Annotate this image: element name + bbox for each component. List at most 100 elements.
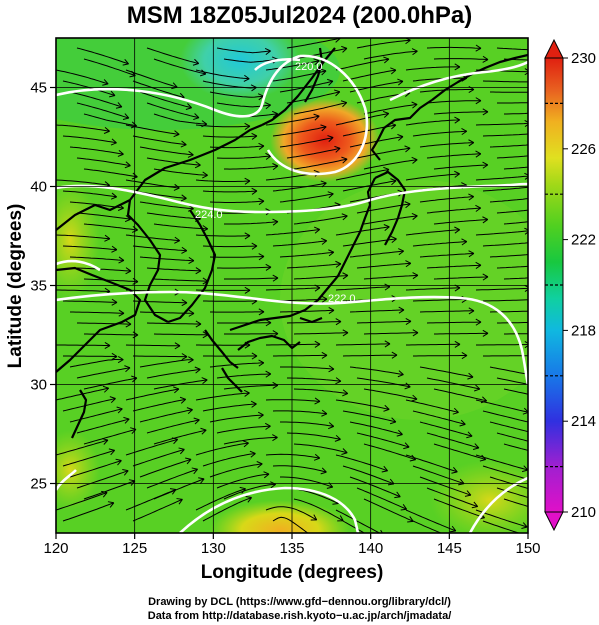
streamline [209,362,264,368]
streamline-arrowhead [250,400,257,408]
streamline [153,429,207,445]
streamline [426,377,481,390]
credit-data-source: Data from http://database.rish.kyoto−u.a… [147,610,452,622]
streamline-arrowhead [108,448,116,456]
streamline [419,196,474,203]
streamline [349,309,405,313]
streamline [433,58,489,61]
streamline [132,135,187,146]
streamline [335,343,390,346]
streamline-arrowhead [454,340,461,348]
streamline-arrowhead [528,533,534,539]
streamline [433,388,487,402]
streamline-arrowhead [530,420,536,426]
streamline [132,398,186,412]
streamline [265,115,320,126]
colorbar-tick-label: 222 [571,232,596,249]
streamline-arrowhead [174,236,180,244]
streamline-arrowhead [104,234,111,242]
streamline [405,509,456,532]
streamline [496,209,528,214]
streamline-arrowhead [188,256,195,264]
streamline [286,432,341,440]
streamline [69,91,123,108]
streamline-arrowhead [452,407,459,415]
streamline-arrowhead [195,320,202,328]
streamline [139,458,192,478]
streamline-arrowhead [117,149,124,157]
streamline-arrowhead [396,429,403,437]
streamline [405,119,460,126]
streamline-arrowhead [334,434,341,442]
streamline [419,310,474,313]
streamline [504,112,528,115]
streamline-arrowhead [251,352,258,360]
streamline [426,153,481,159]
streamline [69,146,124,155]
streamline-arrowhead [397,78,404,86]
streamline-arrowhead [383,404,390,412]
streamline [482,299,528,302]
streamline [503,221,528,225]
colorbar-tick-label: 230 [571,50,596,67]
streamline [76,47,129,65]
streamline-arrowhead [341,448,348,455]
streamline [419,421,473,437]
streamline-arrowhead [390,178,397,186]
streamline-arrowhead [115,102,123,109]
streamline [286,91,340,104]
streamline [56,289,111,292]
streamline [209,414,264,423]
streamline-arrowhead [334,145,341,153]
streamline-arrowhead [124,365,131,373]
streamline-arrowhead [521,465,528,473]
streamline-arrowhead [185,103,192,110]
streamline-arrowhead [405,317,412,326]
streamline-arrowhead [451,467,458,474]
streamline-arrowhead [328,249,335,257]
streamline [293,102,347,115]
streamline [405,454,458,473]
streamline [419,366,474,378]
streamline [363,50,418,60]
streamline [342,520,366,533]
streamline [202,403,257,412]
y-tick-label: 35 [30,278,47,295]
streamline-arrowhead [475,150,482,158]
streamline [489,421,528,433]
streamline-arrowhead [521,522,528,529]
streamline [62,190,117,198]
streamline-arrowhead [251,242,258,250]
streamline [139,201,194,210]
streamline [146,47,199,64]
streamline [83,278,138,283]
streamline-arrowhead [313,453,321,461]
streamline-arrowhead [109,396,116,404]
contour-labels: 224.0 222.0 220.0 [195,61,356,305]
streamline [335,58,389,71]
streamline-arrowhead [335,377,342,385]
streamline-arrowhead [335,260,342,268]
streamline [139,146,194,156]
streamline [279,137,334,148]
streamline [405,287,461,291]
streamline [433,111,488,115]
streamline [286,263,341,269]
streamline [363,215,418,225]
streamline-arrowhead [389,417,397,425]
streamline-arrowhead [468,139,475,147]
streamline [482,80,528,83]
streamline [153,223,208,230]
streamline [349,476,401,498]
streamline-arrowhead [412,272,419,280]
contour-label: 224.0 [195,209,223,221]
streamline [356,262,411,269]
streamline-arrowhead [251,132,258,140]
streamline [76,367,131,379]
streamline [209,200,265,203]
streamline-arrowhead [256,461,263,468]
streamline-arrowhead [110,138,117,146]
streamline [497,102,528,104]
streamline-arrowhead [449,525,457,533]
colorbar-min-arrow [544,511,564,532]
